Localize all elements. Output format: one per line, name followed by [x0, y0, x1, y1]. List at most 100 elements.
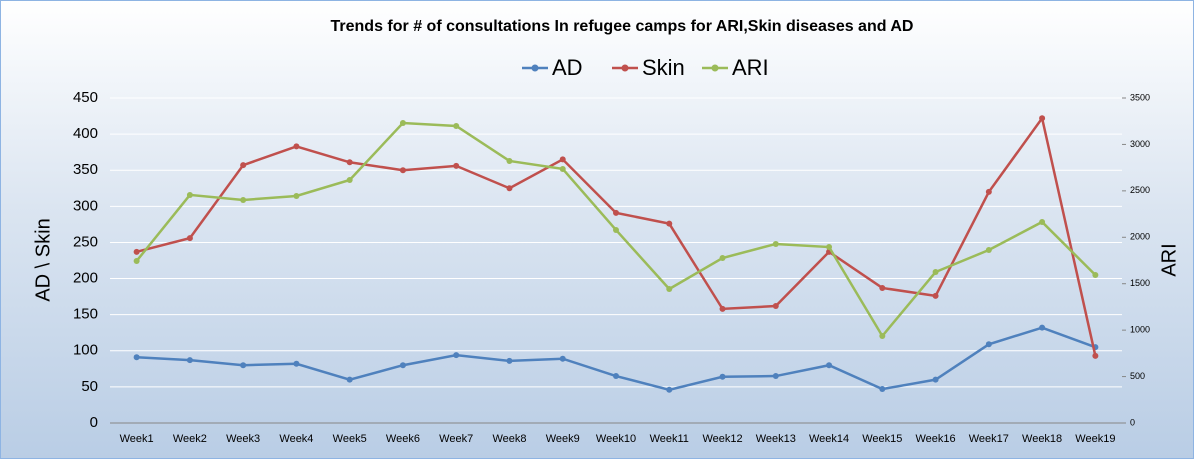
data-point — [1039, 324, 1046, 331]
legend-label: Skin — [642, 55, 685, 80]
data-point — [293, 192, 300, 199]
y-tick-label: 50 — [81, 378, 98, 395]
data-point — [772, 303, 779, 309]
data-point — [879, 332, 886, 339]
data-point — [186, 357, 193, 364]
x-tick-label: Week11 — [650, 433, 689, 445]
data-point — [666, 220, 673, 227]
data-point — [613, 209, 619, 216]
data-point — [293, 360, 300, 367]
data-point — [506, 157, 513, 164]
y-tick-label: 400 — [73, 125, 98, 142]
x-tick-label: Week7 — [439, 433, 473, 445]
x-tick-label: Week4 — [279, 433, 313, 445]
x-tick-label: Week17 — [969, 433, 1009, 445]
data-point — [293, 143, 300, 150]
data-point — [506, 357, 513, 364]
data-point — [879, 386, 886, 393]
y-tick-label: 0 — [90, 414, 98, 431]
x-tick-label: Week14 — [809, 433, 849, 445]
data-point — [985, 188, 992, 195]
data-point — [346, 176, 353, 183]
data-point — [506, 185, 513, 192]
legend-label: AD — [552, 55, 583, 80]
data-point — [613, 226, 619, 233]
chart-title: Trends for # of consultations In refugee… — [331, 18, 914, 35]
data-point — [186, 191, 193, 198]
x-tick-label: Week1 — [120, 433, 154, 445]
data-point — [346, 159, 353, 166]
legend-marker — [531, 64, 539, 72]
y-tick-label: 200 — [73, 270, 98, 287]
y2-tick-label: 1500 — [1130, 278, 1150, 288]
y2-tick-label: 3500 — [1130, 92, 1150, 102]
data-point — [559, 355, 566, 362]
data-point — [186, 235, 193, 242]
data-point — [772, 373, 779, 380]
data-point — [719, 305, 726, 312]
data-point — [240, 362, 247, 369]
data-point — [1039, 115, 1046, 122]
data-point — [719, 373, 726, 380]
x-tick-label: Week18 — [1022, 433, 1062, 445]
data-point — [772, 240, 779, 247]
x-tick-label: Week3 — [226, 433, 260, 445]
data-point — [453, 122, 460, 129]
data-point — [346, 376, 353, 383]
data-point — [666, 386, 673, 393]
data-point — [613, 373, 619, 380]
x-tick-label: Week2 — [173, 433, 207, 445]
data-point — [453, 162, 460, 169]
data-point — [240, 196, 247, 203]
y2-tick-label: 2000 — [1130, 232, 1150, 242]
y2-axis-label: ARI — [1158, 243, 1180, 276]
data-point — [399, 119, 406, 126]
data-point — [1039, 218, 1046, 225]
data-point — [826, 362, 833, 369]
legend-marker — [711, 64, 719, 72]
y-axis-label: AD \ Skin — [32, 218, 54, 301]
data-point — [932, 376, 939, 383]
x-tick-label: Week10 — [596, 433, 636, 445]
y-tick-label: 250 — [73, 233, 98, 250]
y2-tick-label: 3000 — [1130, 139, 1150, 149]
y-tick-label: 100 — [73, 342, 98, 359]
data-point — [559, 165, 566, 172]
data-point — [399, 167, 406, 174]
data-point — [133, 257, 140, 264]
y2-tick-label: 2500 — [1130, 185, 1150, 195]
x-tick-label: Week16 — [916, 433, 956, 445]
y2-tick-label: 0 — [1130, 417, 1135, 427]
x-tick-label: Week13 — [756, 433, 796, 445]
y-tick-label: 300 — [73, 197, 98, 214]
x-tick-label: Week9 — [546, 433, 580, 445]
data-point — [879, 284, 886, 291]
data-point — [1092, 271, 1099, 278]
data-point — [985, 247, 992, 254]
data-point — [559, 156, 566, 163]
data-point — [719, 254, 726, 261]
x-tick-label: Week12 — [702, 433, 742, 445]
data-point — [932, 292, 939, 299]
data-point — [1092, 352, 1099, 359]
data-point — [826, 244, 833, 251]
data-point — [240, 162, 247, 169]
data-point — [453, 352, 460, 359]
x-tick-label: Week8 — [492, 433, 526, 445]
y2-tick-label: 500 — [1130, 371, 1145, 381]
data-point — [399, 362, 406, 369]
x-tick-label: Week19 — [1075, 433, 1115, 445]
data-point — [666, 286, 673, 293]
y-tick-label: 450 — [73, 89, 98, 106]
data-point — [133, 354, 140, 361]
data-point — [985, 341, 992, 348]
x-tick-label: Week6 — [386, 433, 420, 445]
y2-tick-label: 1000 — [1130, 325, 1150, 335]
x-tick-label: Week5 — [333, 433, 367, 445]
data-point — [932, 269, 939, 276]
x-tick-label: Week15 — [862, 433, 902, 445]
y-tick-label: 350 — [73, 161, 98, 178]
y-tick-label: 150 — [73, 306, 98, 323]
